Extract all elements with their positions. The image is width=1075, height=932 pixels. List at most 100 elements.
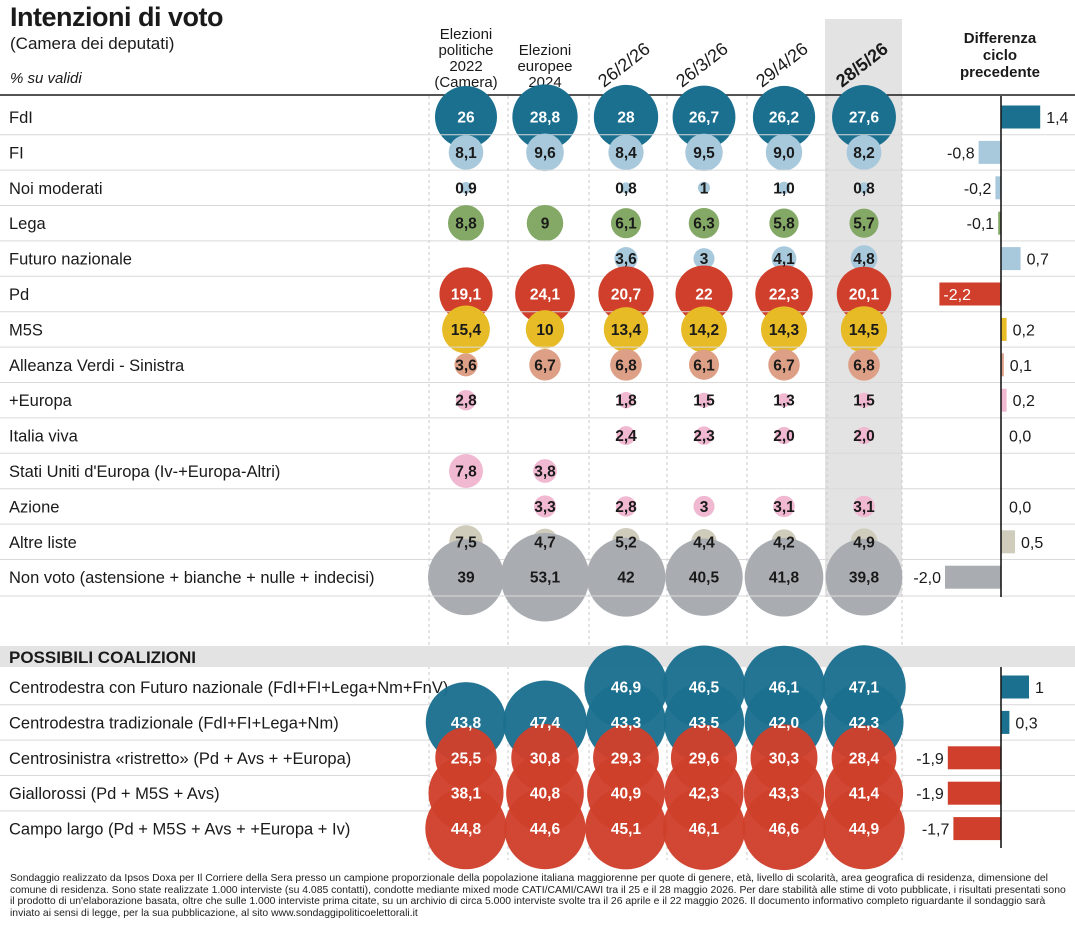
bubble-mark [442,305,490,354]
data-label: 4,2 [773,534,795,551]
bubble-mark [693,495,715,517]
chart-title: Intenzioni di voto [10,2,223,32]
data-label: 14,3 [769,322,800,339]
bubble-mark [615,496,637,517]
data-label: 9 [541,216,550,233]
bubble-mark [603,307,649,352]
diff-bar [939,282,1001,306]
data-label: 0,9 [455,180,477,197]
bubble-mark [850,245,878,272]
diff-bar [945,565,1001,589]
bubble-mark [769,208,799,238]
data-label: 26,2 [769,110,799,127]
data-label: 8,1 [455,145,477,162]
coalition-label: Campo largo (Pd + M5S + Avs + +Europa + … [9,821,350,839]
bubble-mark [610,348,642,381]
data-label: 0,8 [615,180,637,197]
bubble-mark [662,787,746,870]
data-label: 3,8 [534,464,556,481]
bubble-mark [846,134,882,170]
data-label: 40,8 [530,786,561,803]
data-label: 46,1 [689,821,720,838]
diff-bar [978,140,1001,164]
data-label: 42,3 [689,786,720,803]
diff-bar [1001,388,1007,412]
bubble-mark [752,85,816,149]
bubble-mark [742,787,826,871]
bubble-mark [755,265,813,323]
data-label: 6,3 [693,216,715,233]
data-label: 1,0 [773,180,795,197]
bubble-mark [515,264,575,324]
unit-label: % su validi [10,70,82,87]
bubble-mark [855,427,873,445]
bubble-mark [593,84,659,150]
bubble-mark [744,537,824,617]
diff-label: 0,0 [1009,499,1031,516]
party-label: Azione [9,498,59,516]
data-label: 2,8 [615,499,637,516]
diff-label: -2,2 [943,287,971,304]
diff-label: 0,7 [1027,252,1049,269]
bubble-mark [775,427,793,445]
party-label: Pd [9,286,29,304]
diff-label: -1,9 [916,751,944,768]
bubble-mark [688,349,720,380]
data-label: 3 [700,499,709,516]
diff-label: -0,1 [967,216,995,233]
data-label: 43,3 [611,715,642,732]
bubble-mark [765,134,803,171]
bubble-mark [773,495,795,518]
party-label: Italia viva [9,428,79,446]
diff-label: 0,0 [1009,429,1031,446]
data-label: 44,8 [451,821,482,838]
data-label: 38,1 [451,786,482,803]
bubble-mark [526,204,564,242]
data-label: 46,6 [769,821,800,838]
data-label: 47,1 [849,680,880,697]
diff-label: -0,8 [947,145,975,162]
data-label: 29,3 [611,750,642,767]
bubble-mark [771,246,797,271]
party-label: Altre liste [9,534,77,552]
bubble-mark [620,182,632,194]
data-label: 5,7 [853,216,875,233]
bubble-mark [853,495,875,518]
party-label: M5S [9,321,43,339]
data-label: 7,8 [455,464,477,481]
diff-label: 1,4 [1046,110,1068,127]
party-label: FI [9,144,24,162]
data-label: 8,4 [615,145,637,162]
diff-bar [947,746,1001,770]
data-label: 20,1 [849,287,880,304]
data-label: 45,1 [611,821,642,838]
bubble-mark [694,426,714,445]
data-label: 10 [536,322,553,339]
bubble-mark [777,393,791,408]
diff-bar [953,817,1001,841]
data-label: 4,8 [853,251,875,268]
bubble-mark [848,348,880,381]
data-label: 1,8 [615,393,637,410]
bubble-mark [688,207,720,239]
bubble-mark [598,266,654,322]
data-label: 40,5 [689,570,720,587]
column-header-label: (Camera) [434,74,497,91]
data-label: 30,8 [530,750,561,767]
data-label: 3,6 [615,251,637,268]
bubble-mark [696,392,712,408]
data-label: 28,4 [849,750,880,767]
column-header-date: 26/2/26 [594,38,654,91]
data-label: 3,1 [773,499,795,516]
bubble-mark [665,538,743,616]
bubble-mark [585,787,667,870]
data-label: 4,7 [534,534,556,551]
diff-header-line: Differenza [963,30,1037,47]
diff-bar [947,781,1001,805]
data-label: 41,4 [849,786,880,803]
bubble-mark [449,454,483,488]
data-label: 2,8 [455,393,477,410]
bubble-mark [823,787,905,870]
data-label: 3,6 [455,357,477,374]
bubble-mark [832,85,896,149]
